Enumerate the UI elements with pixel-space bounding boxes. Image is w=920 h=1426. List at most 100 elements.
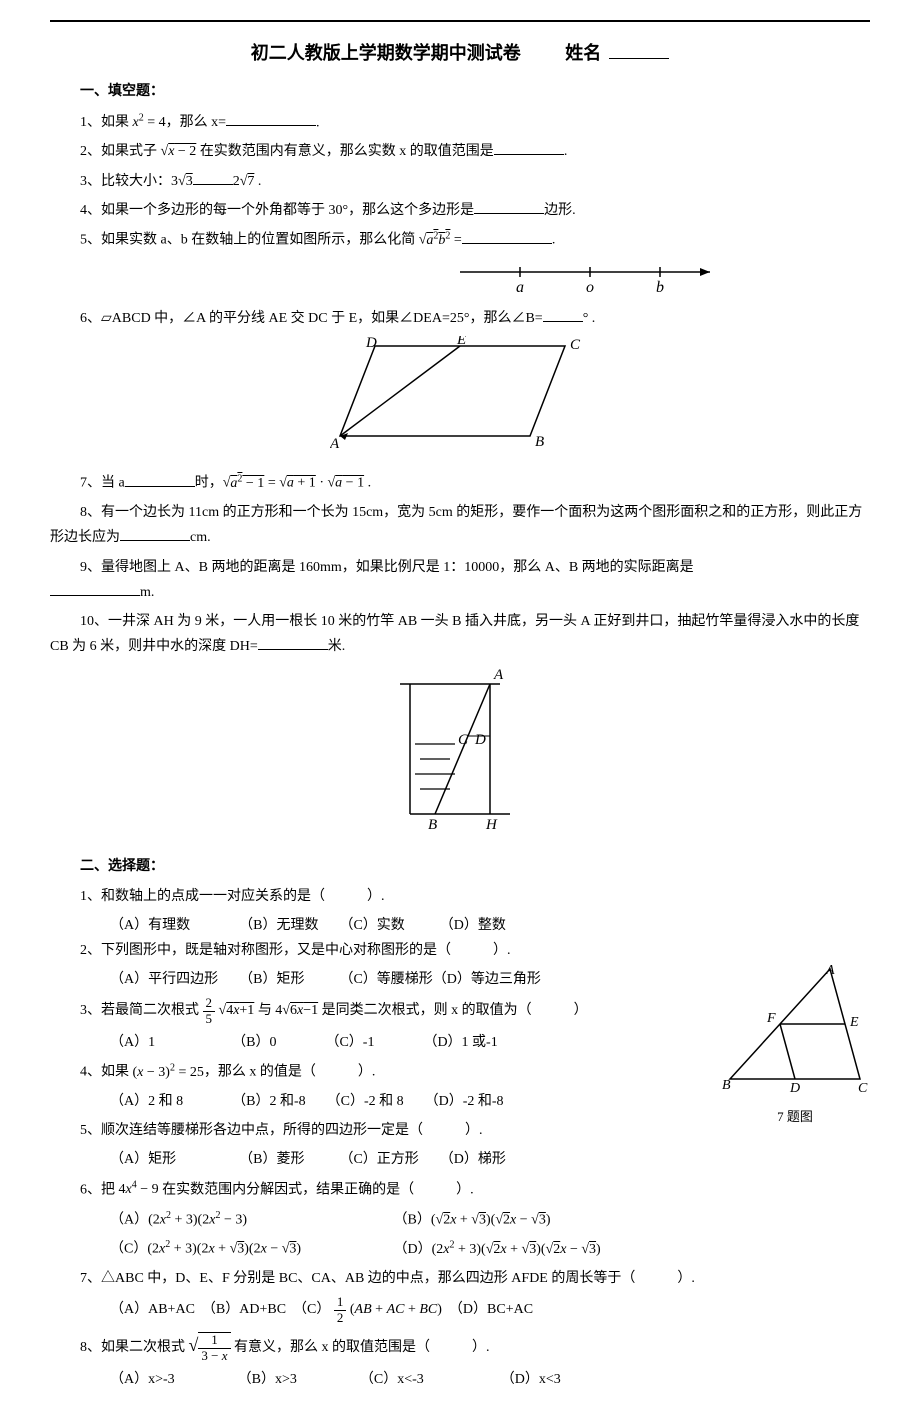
s2-q2: 2、下列图形中，既是轴对称图形，又是中心对称图形的是（ ）. xyxy=(50,938,870,963)
s1-q10: 10、一井深 AH 为 9 米，一人用一根长 10 米的竹竿 AB 一头 B 插… xyxy=(50,609,870,659)
label-B: B xyxy=(428,817,437,833)
well-fig: A C D B H xyxy=(50,664,870,843)
period: . xyxy=(552,233,556,248)
s2-q8-sqrt: √ xyxy=(189,1335,199,1355)
parallelogram-fig: D E C A B xyxy=(50,336,870,465)
label-A: A xyxy=(330,436,340,452)
frac-1-2: 12 xyxy=(334,1295,347,1325)
s1-q2: 2、如果式子 √x − 2 在实数范围内有意义，那么实数 x 的取值范围是. xyxy=(50,139,870,164)
s1-q1-text: 1、如果 x2 = 4，那么 x= xyxy=(80,115,226,130)
label-a: a xyxy=(516,279,524,296)
s2-q8-opts: （A）x>-3 （B）x>3 （C）x<-3 （D）x<3 xyxy=(50,1367,870,1392)
s2-q6-optA: （A）(2x2 + 3)(2x2 − 3) xyxy=(110,1207,390,1233)
s2-q6-row2: （C）(2x2 + 3)(2x + √3)(2x − √3) （D）(2x2 +… xyxy=(50,1236,870,1262)
blank xyxy=(258,634,328,650)
s2-q6-optB: （B）(√2x + √3)(√2x − √3) xyxy=(394,1212,551,1227)
numberline-fig: a o b xyxy=(50,257,870,306)
s1-q5: 5、如果实数 a、b 在数轴上的位置如图所示，那么化简 √a2b2 =. xyxy=(50,227,870,253)
s2-q7-optC-post: (AB + AC + BC) （D）BC+AC xyxy=(350,1302,533,1317)
triangle-fig: A F E B D C 7 题图 xyxy=(720,964,870,1129)
s1-q7-pre: 7、当 a xyxy=(80,476,125,491)
s1-q3-text: 3、比较大小：3√3 xyxy=(80,174,193,189)
blank xyxy=(226,110,316,126)
label-b: b xyxy=(656,279,664,296)
s2-q6-text: 6、把 4x4 − 9 在实数范围内分解因式，结果正确的是（ ）. xyxy=(80,1182,474,1197)
s2-q7-optA: （A）AB+AC （B）AD+BC （C） xyxy=(110,1302,330,1317)
s1-q7-post: 时，√a2 − 1 = √a + 1 · √a − 1 . xyxy=(195,476,371,491)
s1-q7: 7、当 a 时，√a2 − 1 = √a + 1 · √a − 1 . xyxy=(50,470,870,496)
s2-q4-text: 4、如果 (x − 3)2 = 25，那么 x 的值是（ ）. xyxy=(80,1065,375,1080)
s2-q7: 7、△ABC 中，D、E、F 分别是 BC、CA、AB 边的中点，那么四边形 A… xyxy=(50,1266,870,1291)
s2-q1-opts: （A）有理数 （B）无理数 （C）实数 （D）整数 xyxy=(50,913,870,938)
s2-q6-optC: （C）(2x2 + 3)(2x + √3)(2x − √3) xyxy=(110,1236,390,1262)
label-C: C xyxy=(858,1081,868,1094)
top-rule xyxy=(50,20,870,22)
label-E: E xyxy=(456,336,466,348)
fig7-label: 7 题图 xyxy=(720,1105,870,1128)
parallelogram-svg: D E C A B xyxy=(330,336,590,456)
s2-q6-row1: （A）(2x2 + 3)(2x2 − 3) （B）(√2x + √3)(√2x … xyxy=(50,1207,870,1233)
s1-q8: 8、有一个边长为 11cm 的正方形和一个长为 15cm，宽为 5cm 的矩形，… xyxy=(50,500,870,550)
frac-1-3x: 13 − x xyxy=(198,1332,230,1363)
s1-q9-post: m. xyxy=(140,585,154,600)
label-A: A xyxy=(493,667,504,683)
section1-header: 一、填空题： xyxy=(50,79,870,104)
s1-q6-post: ° . xyxy=(583,311,596,326)
frac-2-5: 25 xyxy=(203,996,216,1026)
s1-q10-post: 米. xyxy=(328,639,346,654)
label-H: H xyxy=(485,817,498,833)
period: . xyxy=(316,115,320,130)
blank xyxy=(494,139,564,155)
s2-q8-pre: 8、如果二次根式 xyxy=(80,1340,185,1355)
s1-q8-post: cm. xyxy=(190,530,211,545)
blank xyxy=(50,580,140,596)
blank xyxy=(193,169,233,185)
s2-q6: 6、把 4x4 − 9 在实数范围内分解因式，结果正确的是（ ）. xyxy=(50,1177,870,1203)
label-F: F xyxy=(766,1011,776,1026)
label-D: D xyxy=(474,732,486,748)
label-C: C xyxy=(570,337,581,353)
s1-q9: 9、量得地图上 A、B 两地的距离是 160mm，如果比例尺是 1：10000，… xyxy=(50,555,870,605)
section2-header: 二、选择题： xyxy=(50,854,870,879)
s1-q5-text: 5、如果实数 a、b 在数轴上的位置如图所示，那么化简 √a2b2 = xyxy=(80,233,462,248)
blank xyxy=(125,471,195,487)
blank xyxy=(120,525,190,541)
s1-q10-pre: 10、一井深 AH 为 9 米，一人用一根长 10 米的竹竿 AB 一头 B 插… xyxy=(50,614,859,654)
s1-q1: 1、如果 x2 = 4，那么 x=. xyxy=(50,110,870,136)
page-title: 初二人教版上学期数学期中测试卷 姓名 xyxy=(50,37,870,69)
s2-q5-opts: （A）矩形 （B）菱形 （C）正方形 （D）梯形 xyxy=(50,1147,870,1172)
triangle-svg: A F E B D C xyxy=(720,964,870,1094)
s2-q7-opts: （A）AB+AC （B）AD+BC （C） 12 (AB + AC + BC) … xyxy=(50,1295,870,1325)
name-label: 姓名 xyxy=(565,43,601,63)
s1-q4: 4、如果一个多边形的每一个外角都等于 30°，那么这个多边形是 边形. xyxy=(50,198,870,223)
s2-q1: 1、和数轴上的点成一一对应关系的是（ ）. xyxy=(50,884,870,909)
label-C: C xyxy=(458,732,469,748)
numberline-svg: a o b xyxy=(450,257,730,297)
s1-q4-post: 边形. xyxy=(544,203,576,218)
label-A: A xyxy=(825,964,835,978)
s1-q6-text: 6、▱ABCD 中，∠A 的平分线 AE 交 DC 于 E，如果∠DEA=25°… xyxy=(80,311,543,326)
s1-q9-pre: 9、量得地图上 A、B 两地的距离是 160mm，如果比例尺是 1：10000，… xyxy=(50,560,694,575)
s1-q2-text: 2、如果式子 √x − 2 在实数范围内有意义，那么实数 x 的取值范围是 xyxy=(80,144,494,159)
blank xyxy=(543,306,583,322)
s2-q8-post: 有意义，那么 x 的取值范围是（ ）. xyxy=(234,1340,490,1355)
blank xyxy=(474,198,544,214)
label-D: D xyxy=(365,336,377,351)
s2-q3-pre: 3、若最简二次根式 xyxy=(80,1004,199,1019)
name-blank xyxy=(609,58,669,59)
title-text: 初二人教版上学期数学期中测试卷 xyxy=(251,43,521,63)
label-B: B xyxy=(535,434,544,450)
well-svg: A C D B H xyxy=(380,664,540,834)
label-E: E xyxy=(849,1015,859,1030)
label-B: B xyxy=(722,1078,731,1093)
s1-q3: 3、比较大小：3√32√7 . xyxy=(50,169,870,194)
blank xyxy=(462,228,552,244)
s2-q6-optD: （D）(2x2 + 3)(√2x + √3)(√2x − √3) xyxy=(394,1242,601,1257)
period: . xyxy=(564,144,568,159)
label-D: D xyxy=(789,1081,800,1094)
label-o: o xyxy=(586,279,594,296)
s1-q4-pre: 4、如果一个多边形的每一个外角都等于 30°，那么这个多边形是 xyxy=(80,203,474,218)
s2-q8: 8、如果二次根式 √13 − x 有意义，那么 x 的取值范围是（ ）. xyxy=(50,1329,870,1363)
s2-q3-mid: √4x+1 与 4√6x−1 是同类二次根式，则 x 的取值为（ ） xyxy=(219,1004,588,1019)
s1-q6: 6、▱ABCD 中，∠A 的平分线 AE 交 DC 于 E，如果∠DEA=25°… xyxy=(50,306,870,331)
